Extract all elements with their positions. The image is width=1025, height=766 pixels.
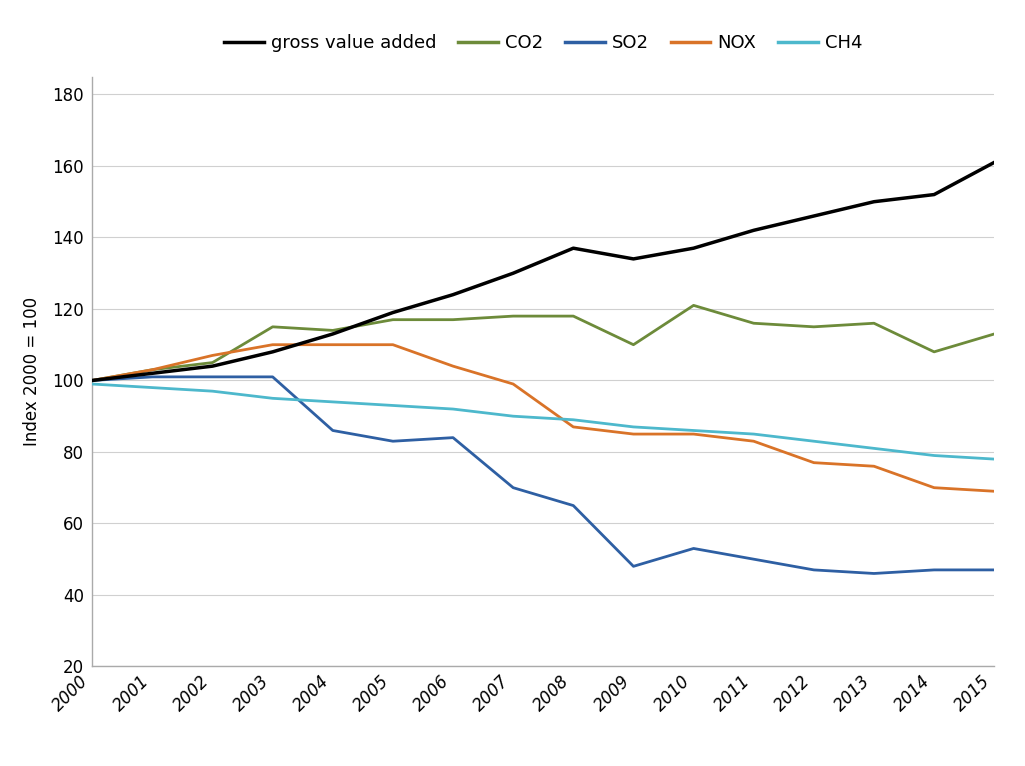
gross value added bbox=[868, 197, 880, 206]
CH4 bbox=[147, 383, 159, 392]
NOX bbox=[747, 437, 760, 446]
gross value added bbox=[86, 376, 98, 385]
gross value added bbox=[567, 244, 579, 253]
SO2 bbox=[567, 501, 579, 510]
CO2 bbox=[266, 322, 279, 332]
CO2 bbox=[928, 347, 940, 356]
CH4 bbox=[627, 422, 640, 431]
SO2 bbox=[688, 544, 700, 553]
CH4 bbox=[206, 387, 218, 396]
gross value added bbox=[447, 290, 459, 300]
gross value added bbox=[507, 269, 520, 278]
CO2 bbox=[988, 329, 1000, 339]
SO2 bbox=[808, 565, 820, 574]
SO2 bbox=[147, 372, 159, 381]
CH4 bbox=[688, 426, 700, 435]
Legend: gross value added, CO2, SO2, NOX, CH4: gross value added, CO2, SO2, NOX, CH4 bbox=[217, 27, 869, 59]
NOX bbox=[688, 430, 700, 439]
SO2 bbox=[988, 565, 1000, 574]
gross value added bbox=[206, 362, 218, 371]
SO2 bbox=[386, 437, 399, 446]
gross value added bbox=[928, 190, 940, 199]
Line: CH4: CH4 bbox=[92, 384, 994, 459]
CH4 bbox=[928, 451, 940, 460]
Line: SO2: SO2 bbox=[92, 377, 994, 574]
CH4 bbox=[266, 394, 279, 403]
CO2 bbox=[627, 340, 640, 349]
CO2 bbox=[507, 312, 520, 321]
CH4 bbox=[567, 415, 579, 424]
SO2 bbox=[627, 561, 640, 571]
NOX bbox=[868, 462, 880, 471]
NOX bbox=[206, 351, 218, 360]
gross value added bbox=[627, 254, 640, 264]
CO2 bbox=[567, 312, 579, 321]
CH4 bbox=[386, 401, 399, 410]
NOX bbox=[447, 362, 459, 371]
gross value added bbox=[808, 211, 820, 221]
NOX bbox=[147, 365, 159, 375]
gross value added bbox=[988, 158, 1000, 167]
SO2 bbox=[868, 569, 880, 578]
Y-axis label: Index 2000 = 100: Index 2000 = 100 bbox=[23, 297, 41, 446]
SO2 bbox=[266, 372, 279, 381]
NOX bbox=[327, 340, 339, 349]
NOX bbox=[808, 458, 820, 467]
gross value added bbox=[266, 347, 279, 356]
SO2 bbox=[327, 426, 339, 435]
CO2 bbox=[86, 376, 98, 385]
Line: CO2: CO2 bbox=[92, 306, 994, 381]
CO2 bbox=[206, 358, 218, 367]
CO2 bbox=[147, 365, 159, 375]
Line: NOX: NOX bbox=[92, 345, 994, 491]
CO2 bbox=[447, 315, 459, 324]
CH4 bbox=[327, 398, 339, 407]
NOX bbox=[988, 486, 1000, 496]
CO2 bbox=[688, 301, 700, 310]
NOX bbox=[928, 483, 940, 493]
NOX bbox=[507, 379, 520, 388]
CH4 bbox=[988, 454, 1000, 463]
CO2 bbox=[327, 326, 339, 335]
NOX bbox=[266, 340, 279, 349]
gross value added bbox=[327, 329, 339, 339]
NOX bbox=[627, 430, 640, 439]
SO2 bbox=[206, 372, 218, 381]
CO2 bbox=[868, 319, 880, 328]
NOX bbox=[86, 376, 98, 385]
SO2 bbox=[447, 433, 459, 442]
NOX bbox=[567, 422, 579, 431]
gross value added bbox=[386, 308, 399, 317]
SO2 bbox=[747, 555, 760, 564]
CO2 bbox=[386, 315, 399, 324]
gross value added bbox=[747, 226, 760, 235]
CH4 bbox=[447, 404, 459, 414]
CH4 bbox=[507, 411, 520, 421]
CH4 bbox=[868, 444, 880, 453]
SO2 bbox=[507, 483, 520, 493]
CO2 bbox=[747, 319, 760, 328]
Line: gross value added: gross value added bbox=[92, 162, 994, 381]
gross value added bbox=[147, 368, 159, 378]
CH4 bbox=[86, 379, 98, 388]
CH4 bbox=[747, 430, 760, 439]
gross value added bbox=[688, 244, 700, 253]
CH4 bbox=[808, 437, 820, 446]
SO2 bbox=[928, 565, 940, 574]
CO2 bbox=[808, 322, 820, 332]
SO2 bbox=[86, 376, 98, 385]
NOX bbox=[386, 340, 399, 349]
